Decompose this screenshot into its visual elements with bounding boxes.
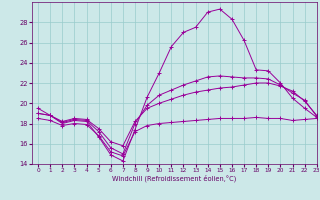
X-axis label: Windchill (Refroidissement éolien,°C): Windchill (Refroidissement éolien,°C) (112, 175, 236, 182)
